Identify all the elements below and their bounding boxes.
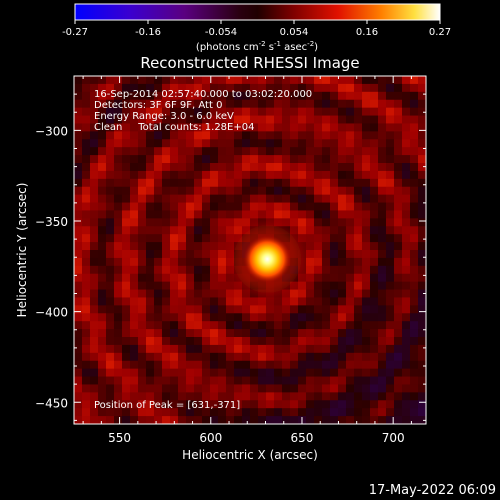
y-tick-label: −400 bbox=[35, 306, 68, 320]
colorbar-tick-label: 0.27 bbox=[429, 27, 451, 38]
x-axis-label: Heliocentric X (arcsec) bbox=[182, 448, 318, 462]
y-tick-label: −450 bbox=[35, 396, 68, 410]
flare-peak bbox=[243, 235, 292, 284]
energy-range-text: Energy Range: 3.0 - 6.0 keV bbox=[94, 111, 234, 122]
colorbar-units: (photons cm-2 s-1 asec-2) bbox=[196, 40, 318, 53]
x-tick-label: 600 bbox=[199, 431, 222, 445]
peak-position-text: Position of Peak = [631,-371] bbox=[94, 400, 240, 411]
chart-title: Reconstructed RHESSI Image bbox=[140, 54, 359, 72]
y-tick-label: −300 bbox=[35, 124, 68, 138]
y-axis-label: Heliocentric Y (arcsec) bbox=[15, 183, 29, 318]
clean-counts-text: Clean Total counts: 1.28E+04 bbox=[94, 122, 254, 133]
x-tick-label: 550 bbox=[108, 431, 131, 445]
colorbar-tick-label: 0.16 bbox=[356, 27, 378, 38]
plot-frame bbox=[73, 75, 427, 425]
x-tick-label: 700 bbox=[382, 431, 405, 445]
x-axis: 550 600 650 700 bbox=[82, 76, 412, 445]
detectors-text: Detectors: 3F 6F 9F, Att 0 bbox=[94, 100, 222, 111]
footer-date: 17-May-2022 06:09 bbox=[369, 483, 496, 498]
time-range-text: 16-Sep-2014 02:57:40.000 to 03:02:20.000 bbox=[94, 89, 312, 100]
y-axis: −300 −350 −400 −450 bbox=[35, 75, 426, 421]
colorbar-tick-label: -0.27 bbox=[62, 27, 88, 38]
colorbar-tick-label: -0.054 bbox=[205, 27, 237, 38]
x-tick-label: 650 bbox=[291, 431, 314, 445]
colorbar-tick-label: 0.054 bbox=[280, 27, 309, 38]
y-tick-label: −350 bbox=[35, 215, 68, 229]
colorbar bbox=[74, 3, 441, 21]
colorbar-ticks: -0.27 -0.16 -0.054 0.054 0.16 0.27 bbox=[62, 20, 451, 38]
colorbar-tick-label: -0.16 bbox=[135, 27, 161, 38]
